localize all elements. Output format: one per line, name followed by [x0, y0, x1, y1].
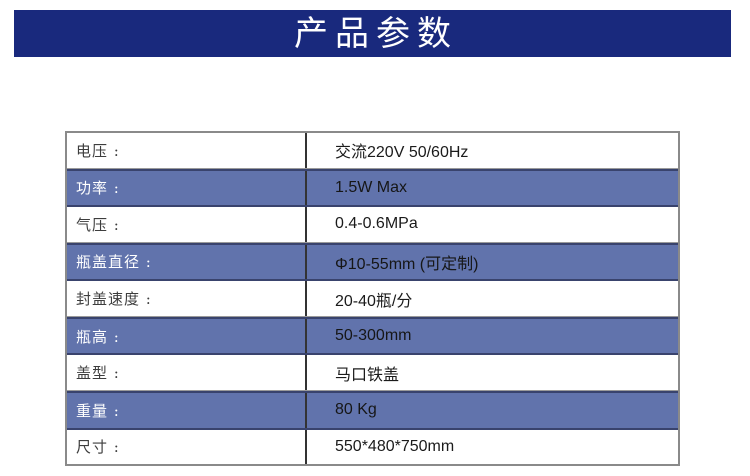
- param-label: 气压 :: [67, 207, 307, 242]
- param-value: 0.4-0.6MPa: [335, 215, 418, 233]
- param-label: 重量 :: [67, 392, 307, 428]
- param-label: 电压 :: [67, 133, 307, 168]
- table-row: 功率 : 1.5W Max: [67, 168, 678, 208]
- param-label: 瓶高 :: [67, 318, 307, 354]
- title-banner: 产品参数: [14, 10, 731, 57]
- param-label: 瓶盖直径 :: [67, 244, 307, 280]
- param-label: 尺寸 :: [67, 429, 307, 465]
- param-value: 550*480*750mm: [335, 437, 455, 455]
- table-row: 气压 : 0.4-0.6MPa: [67, 207, 678, 243]
- param-value: Φ10-55mm (可定制): [335, 255, 479, 273]
- param-label: 盖型 :: [67, 355, 307, 390]
- param-label: 封盖速度 :: [67, 281, 307, 316]
- spec-table: 电压 : 交流220V 50/60Hz 功率 : 1.5W Max 气压 : 0.4-0.…: [65, 131, 680, 466]
- param-value: 1.5W Max: [335, 178, 408, 196]
- table-row: 电压 : 交流220V 50/60Hz: [67, 133, 678, 169]
- param-value: 马口铁盖: [335, 366, 400, 384]
- param-value: 50-300mm: [335, 327, 412, 345]
- table-row: 重量 : 80 Kg: [67, 390, 678, 430]
- param-value: 交流220V 50/60Hz: [335, 144, 469, 162]
- table-row: 封盖速度 : 20-40瓶/分: [67, 281, 678, 317]
- table-row: 盖型 : 马口铁盖: [67, 355, 678, 391]
- table-row: 瓶盖直径 : Φ10-55mm (可定制): [67, 242, 678, 282]
- table-row: 尺寸 : 550*480*750mm: [67, 429, 678, 465]
- table-row: 瓶高 : 50-300mm: [67, 316, 678, 356]
- page-title: 产品参数: [294, 13, 458, 54]
- param-label: 功率 :: [67, 170, 307, 206]
- param-value: 80 Kg: [335, 401, 377, 419]
- param-value: 20-40瓶/分: [335, 292, 413, 310]
